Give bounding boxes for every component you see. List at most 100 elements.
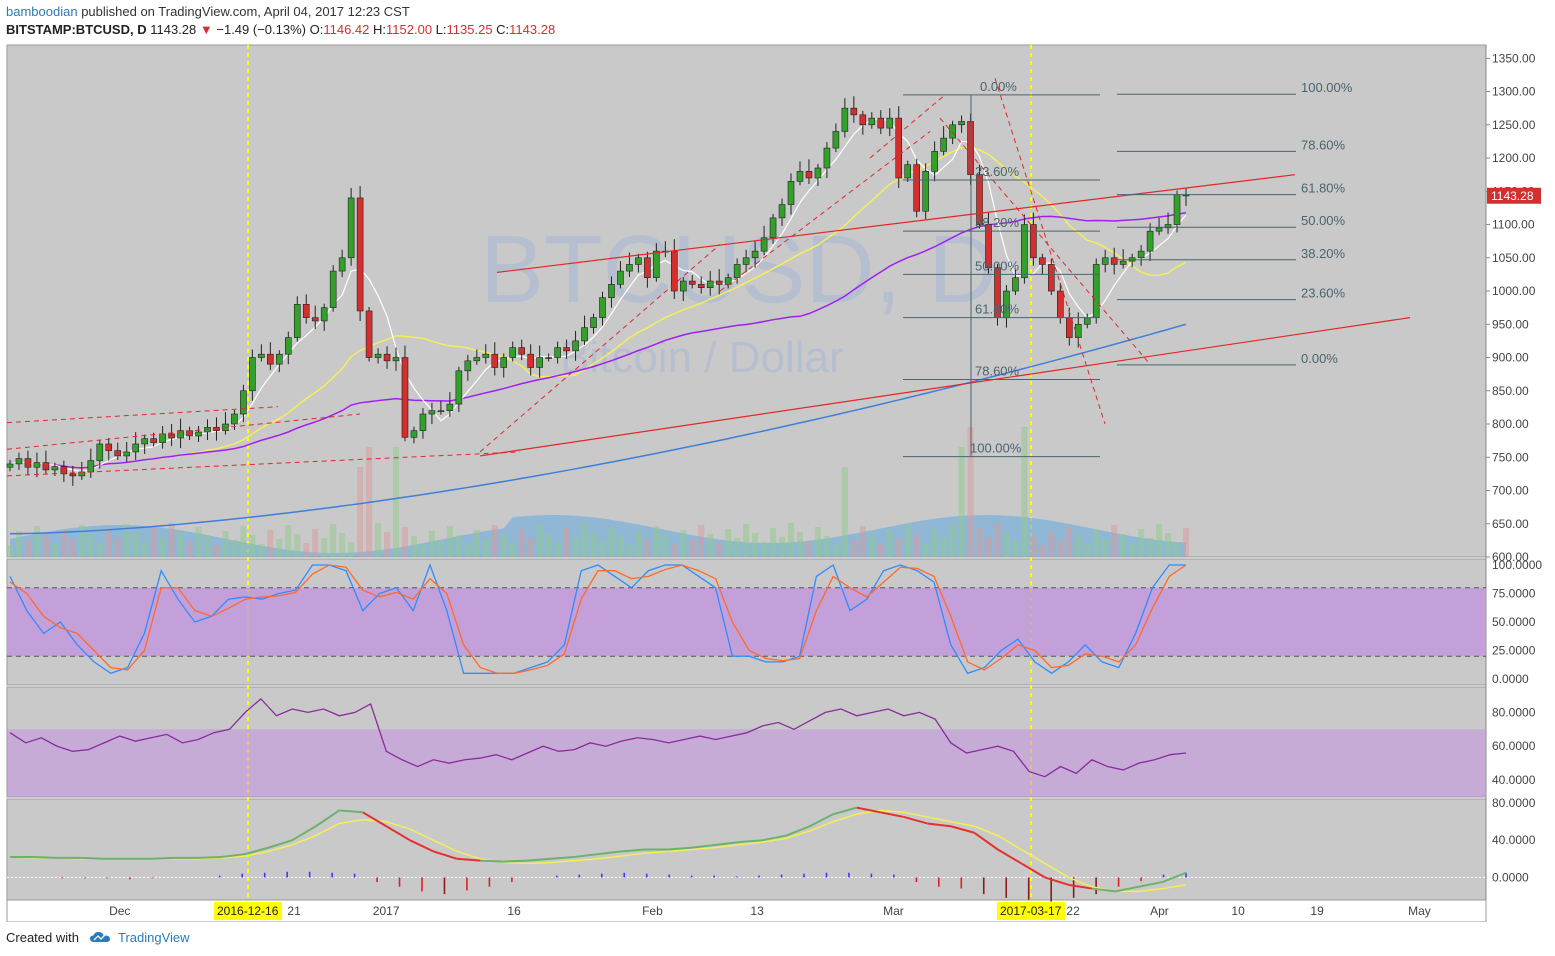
- macd-line-segment: [291, 825, 317, 842]
- volume-bar: [1030, 536, 1037, 557]
- candle-body: [365, 310, 373, 358]
- macd-line-segment: [597, 850, 622, 856]
- volume-bar: [141, 542, 148, 557]
- last-price: 1143.28: [150, 22, 197, 37]
- volume-bar: [419, 545, 426, 557]
- candle-body: [1164, 224, 1172, 229]
- volume-bar: [375, 523, 382, 557]
- low-value: 1135.25: [446, 22, 493, 37]
- last-price-tag-label: 1143.28: [1491, 189, 1534, 203]
- candle-body: [697, 284, 705, 289]
- volume-bar: [752, 533, 759, 557]
- footer: Created with TradingView: [6, 930, 190, 945]
- volume-bar: [222, 531, 229, 557]
- macd-line-segment: [385, 825, 411, 842]
- macd-line-segment: [997, 848, 1022, 865]
- rsi-tick-label: 60.0000: [1492, 739, 1536, 753]
- price-tick-label: 1200.00: [1492, 151, 1536, 165]
- volume-bar: [1111, 525, 1118, 557]
- candle-body: [1119, 260, 1127, 265]
- time-tick-label: 22: [1066, 904, 1080, 918]
- volume-bar: [779, 537, 786, 557]
- created-with-text: Created with: [6, 930, 79, 945]
- candle-body: [491, 353, 499, 368]
- candle-body: [940, 137, 947, 152]
- candle-body: [850, 107, 858, 116]
- macd-line-segment: [1044, 876, 1069, 886]
- candle-body: [150, 438, 157, 443]
- candle-body: [688, 280, 696, 285]
- fib-left-label: 23.60%: [975, 164, 1020, 179]
- candle-body: [545, 357, 552, 359]
- volume-bar: [725, 529, 732, 557]
- volume-bar: [868, 535, 875, 557]
- highlight-date-box: [997, 902, 1065, 920]
- candle-body: [949, 124, 956, 139]
- macd-line-segment: [785, 825, 811, 837]
- candle-body: [141, 438, 148, 445]
- time-tick-label: 16: [507, 904, 521, 918]
- volume-bar: [1120, 534, 1127, 557]
- candle-body: [617, 270, 624, 285]
- macd-line-segment: [574, 853, 599, 858]
- candle-body: [1021, 224, 1028, 279]
- candle-body: [177, 430, 184, 439]
- price-tick-label: 1250.00: [1492, 118, 1536, 132]
- macd-line-segment: [362, 811, 387, 828]
- volume-bar: [841, 467, 848, 557]
- volume-bar: [635, 531, 642, 557]
- stochastic-tick-label: 0.0000: [1492, 672, 1529, 686]
- time-tick-label: Dec: [109, 904, 130, 918]
- volume-bar: [761, 542, 768, 557]
- symbol-info: BITSTAMP:BTCUSD, D 1143.28 ▼ −1.49 (−0.1…: [6, 22, 555, 37]
- macd-line-segment: [33, 855, 58, 859]
- time-tick-label: Mar: [883, 904, 904, 918]
- price-tick-label: 950.00: [1492, 317, 1529, 331]
- volume-bar: [1066, 526, 1073, 557]
- volume-bar: [581, 523, 588, 557]
- fib-left-label: 0.00%: [980, 79, 1017, 94]
- candle-body: [276, 353, 283, 365]
- candle-body: [1083, 317, 1091, 325]
- candle-body: [338, 257, 346, 272]
- volume-bar: [994, 523, 1001, 557]
- volume-bar: [545, 533, 552, 557]
- candle-body: [320, 307, 328, 322]
- time-tick-label: 13: [750, 904, 764, 918]
- candle-body: [33, 462, 41, 468]
- volume-bar: [69, 539, 76, 557]
- volume-bar: [285, 525, 292, 557]
- candle-body: [159, 433, 166, 443]
- candle-body: [653, 250, 660, 279]
- down-arrow-icon: ▼: [199, 22, 213, 37]
- macd-line-segment: [880, 811, 904, 818]
- volume-bar: [87, 534, 94, 557]
- trendline-dashed: [6, 406, 279, 424]
- candle-body: [859, 114, 867, 126]
- author-link[interactable]: bamboodian: [6, 4, 78, 19]
- macd-line-segment: [1115, 885, 1140, 893]
- candle-body: [554, 347, 561, 358]
- trendline-dashed: [479, 244, 721, 453]
- volume-bar: [1075, 535, 1082, 557]
- price-tick-label: 1300.00: [1492, 85, 1536, 99]
- candle-body: [1173, 194, 1181, 225]
- candle-body: [922, 171, 929, 212]
- tradingview-link[interactable]: TradingView: [118, 930, 190, 945]
- close-value: 1143.28: [509, 22, 556, 37]
- last-price-tag: [1487, 187, 1541, 204]
- macd-line-segment: [1020, 862, 1046, 879]
- volume-bar: [958, 447, 965, 557]
- volume-bar: [132, 533, 139, 557]
- candle-body: [374, 353, 382, 358]
- volume-bar: [895, 539, 902, 557]
- candle-body: [500, 357, 508, 368]
- time-tick-label: Feb: [642, 904, 663, 918]
- time-tick-label: 19: [1310, 904, 1324, 918]
- highlight-date-label: 2016-12-16: [217, 904, 279, 918]
- rsi-tick-label: 80.0000: [1492, 705, 1536, 719]
- volume-bar: [886, 530, 893, 557]
- macd-tick-label: 80.0000: [1492, 796, 1536, 810]
- candle-body: [644, 257, 651, 279]
